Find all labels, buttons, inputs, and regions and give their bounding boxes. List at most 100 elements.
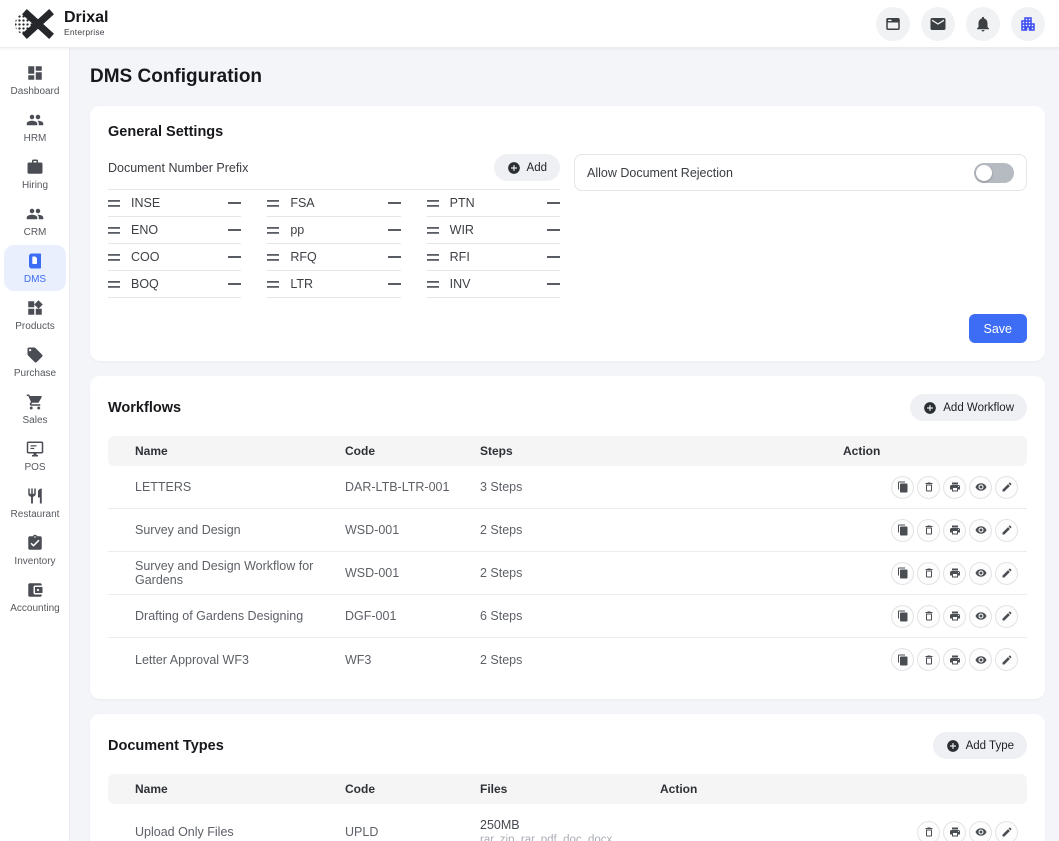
add-prefix-button[interactable]: Add	[493, 154, 560, 181]
print-icon[interactable]	[943, 820, 966, 841]
add-workflow-button[interactable]: Add Workflow	[910, 394, 1027, 421]
prefix-item: PTN	[426, 190, 560, 217]
view-icon[interactable]	[969, 518, 992, 542]
remove-prefix-icon[interactable]	[546, 256, 560, 258]
prefix-item: LTR	[267, 271, 401, 298]
save-button[interactable]: Save	[968, 314, 1027, 343]
dashboard-grid-icon	[28, 66, 42, 80]
remove-prefix-icon[interactable]	[387, 202, 401, 204]
file-size: 250MB	[480, 818, 520, 832]
plus-circle-icon	[946, 739, 959, 752]
edit-icon[interactable]	[995, 475, 1018, 499]
remove-prefix-icon[interactable]	[228, 202, 242, 204]
edit-icon[interactable]	[995, 518, 1018, 542]
sidebar-item-dms[interactable]: DMS	[4, 245, 66, 291]
view-icon[interactable]	[969, 820, 992, 841]
remove-prefix-icon[interactable]	[546, 202, 560, 204]
remove-prefix-icon[interactable]	[228, 229, 242, 231]
drag-handle-icon[interactable]	[108, 226, 120, 235]
print-icon[interactable]	[943, 518, 966, 542]
drag-handle-icon[interactable]	[267, 253, 280, 262]
delete-icon[interactable]	[917, 648, 940, 671]
drag-handle-icon[interactable]	[108, 253, 120, 262]
edit-icon[interactable]	[995, 604, 1018, 628]
document-types-card: Document Types Add Type Name Code Files …	[90, 714, 1045, 841]
prefix-item: RFQ	[267, 244, 401, 271]
table-row: Drafting of Gardens Designing DGF-001 6 …	[108, 595, 1027, 638]
brand-logo[interactable]: Drixal Enterprise	[14, 7, 108, 41]
cart-icon	[26, 394, 42, 410]
drag-handle-icon[interactable]	[426, 226, 439, 235]
sidebar-item-products[interactable]: Products	[4, 292, 66, 338]
sidebar-item-accounting[interactable]: Accounting	[4, 574, 66, 620]
table-row: Survey and Design WSD-001 2 Steps	[108, 509, 1027, 552]
remove-prefix-icon[interactable]	[228, 283, 242, 285]
print-icon[interactable]	[943, 648, 966, 671]
remove-prefix-icon[interactable]	[228, 256, 242, 258]
general-settings-card: General Settings Document Number Prefix …	[90, 106, 1045, 361]
sidebar-item-pos[interactable]: POS	[4, 433, 66, 479]
print-icon[interactable]	[943, 561, 966, 585]
prefix-item: FSA	[267, 190, 401, 217]
print-icon[interactable]	[943, 604, 966, 628]
prefix-label: Document Number Prefix	[108, 160, 249, 175]
edit-icon[interactable]	[995, 820, 1018, 841]
sidebar-item-inventory[interactable]: Inventory	[4, 527, 66, 573]
delete-icon[interactable]	[917, 518, 940, 542]
view-icon[interactable]	[969, 648, 992, 671]
drag-handle-icon[interactable]	[426, 199, 439, 208]
sidebar-item-sales[interactable]: Sales	[4, 386, 66, 432]
sidebar-item-hiring[interactable]: Hiring	[4, 151, 66, 197]
print-icon[interactable]	[943, 475, 966, 499]
view-icon[interactable]	[969, 475, 992, 499]
brand-subtitle: Enterprise	[64, 26, 105, 37]
sidebar: Dashboard HRM Hiring CRM DMS Products Pu…	[0, 48, 70, 841]
remove-prefix-icon[interactable]	[387, 256, 401, 258]
window-icon[interactable]	[876, 6, 910, 41]
drag-handle-icon[interactable]	[108, 280, 120, 289]
add-type-button[interactable]: Add Type	[932, 732, 1027, 759]
rejection-toggle[interactable]	[974, 162, 1014, 183]
delete-icon[interactable]	[917, 604, 940, 628]
copy-icon[interactable]	[891, 561, 914, 585]
remove-prefix-icon[interactable]	[546, 229, 560, 231]
sidebar-item-dashboard[interactable]: Dashboard	[4, 57, 66, 103]
drixal-logo-icon	[15, 8, 54, 39]
sidebar-item-hrm[interactable]: HRM	[4, 104, 66, 150]
remove-prefix-icon[interactable]	[387, 283, 401, 285]
prefix-item: INV	[426, 271, 560, 298]
view-icon[interactable]	[969, 561, 992, 585]
copy-icon[interactable]	[891, 475, 914, 499]
drag-handle-icon[interactable]	[426, 280, 439, 289]
edit-icon[interactable]	[995, 561, 1018, 585]
drag-handle-icon[interactable]	[108, 199, 120, 208]
copy-icon[interactable]	[891, 518, 914, 542]
remove-prefix-icon[interactable]	[387, 229, 401, 231]
mail-icon[interactable]	[921, 6, 955, 41]
drag-handle-icon[interactable]	[267, 280, 280, 289]
workflows-card: Workflows Add Workflow Name Code Steps A…	[90, 376, 1045, 699]
copy-icon[interactable]	[891, 648, 914, 671]
widgets-icon	[28, 300, 43, 315]
people-icon	[26, 208, 44, 220]
delete-icon[interactable]	[917, 820, 940, 841]
delete-icon[interactable]	[917, 475, 940, 499]
drag-handle-icon[interactable]	[267, 226, 280, 235]
view-icon[interactable]	[969, 604, 992, 628]
drag-handle-icon[interactable]	[267, 199, 280, 208]
remove-prefix-icon[interactable]	[546, 283, 560, 285]
document-types-table: Name Code Files Action Upload Only Files…	[108, 774, 1027, 841]
edit-icon[interactable]	[995, 648, 1018, 671]
copy-icon[interactable]	[891, 604, 914, 628]
sidebar-item-crm[interactable]: CRM	[4, 198, 66, 244]
drag-handle-icon[interactable]	[426, 253, 439, 262]
sidebar-item-purchase[interactable]: Purchase	[4, 339, 66, 385]
page-title: DMS Configuration	[90, 66, 263, 87]
building-icon[interactable]	[1011, 6, 1045, 41]
prefix-item: BOQ	[108, 271, 242, 298]
clipboard-check-icon	[28, 534, 42, 550]
sidebar-item-restaurant[interactable]: Restaurant	[4, 480, 66, 526]
prefix-panel: Document Number Prefix Add INSE FSA PTN …	[108, 154, 560, 298]
delete-icon[interactable]	[917, 561, 940, 585]
bell-icon[interactable]	[966, 6, 1000, 41]
